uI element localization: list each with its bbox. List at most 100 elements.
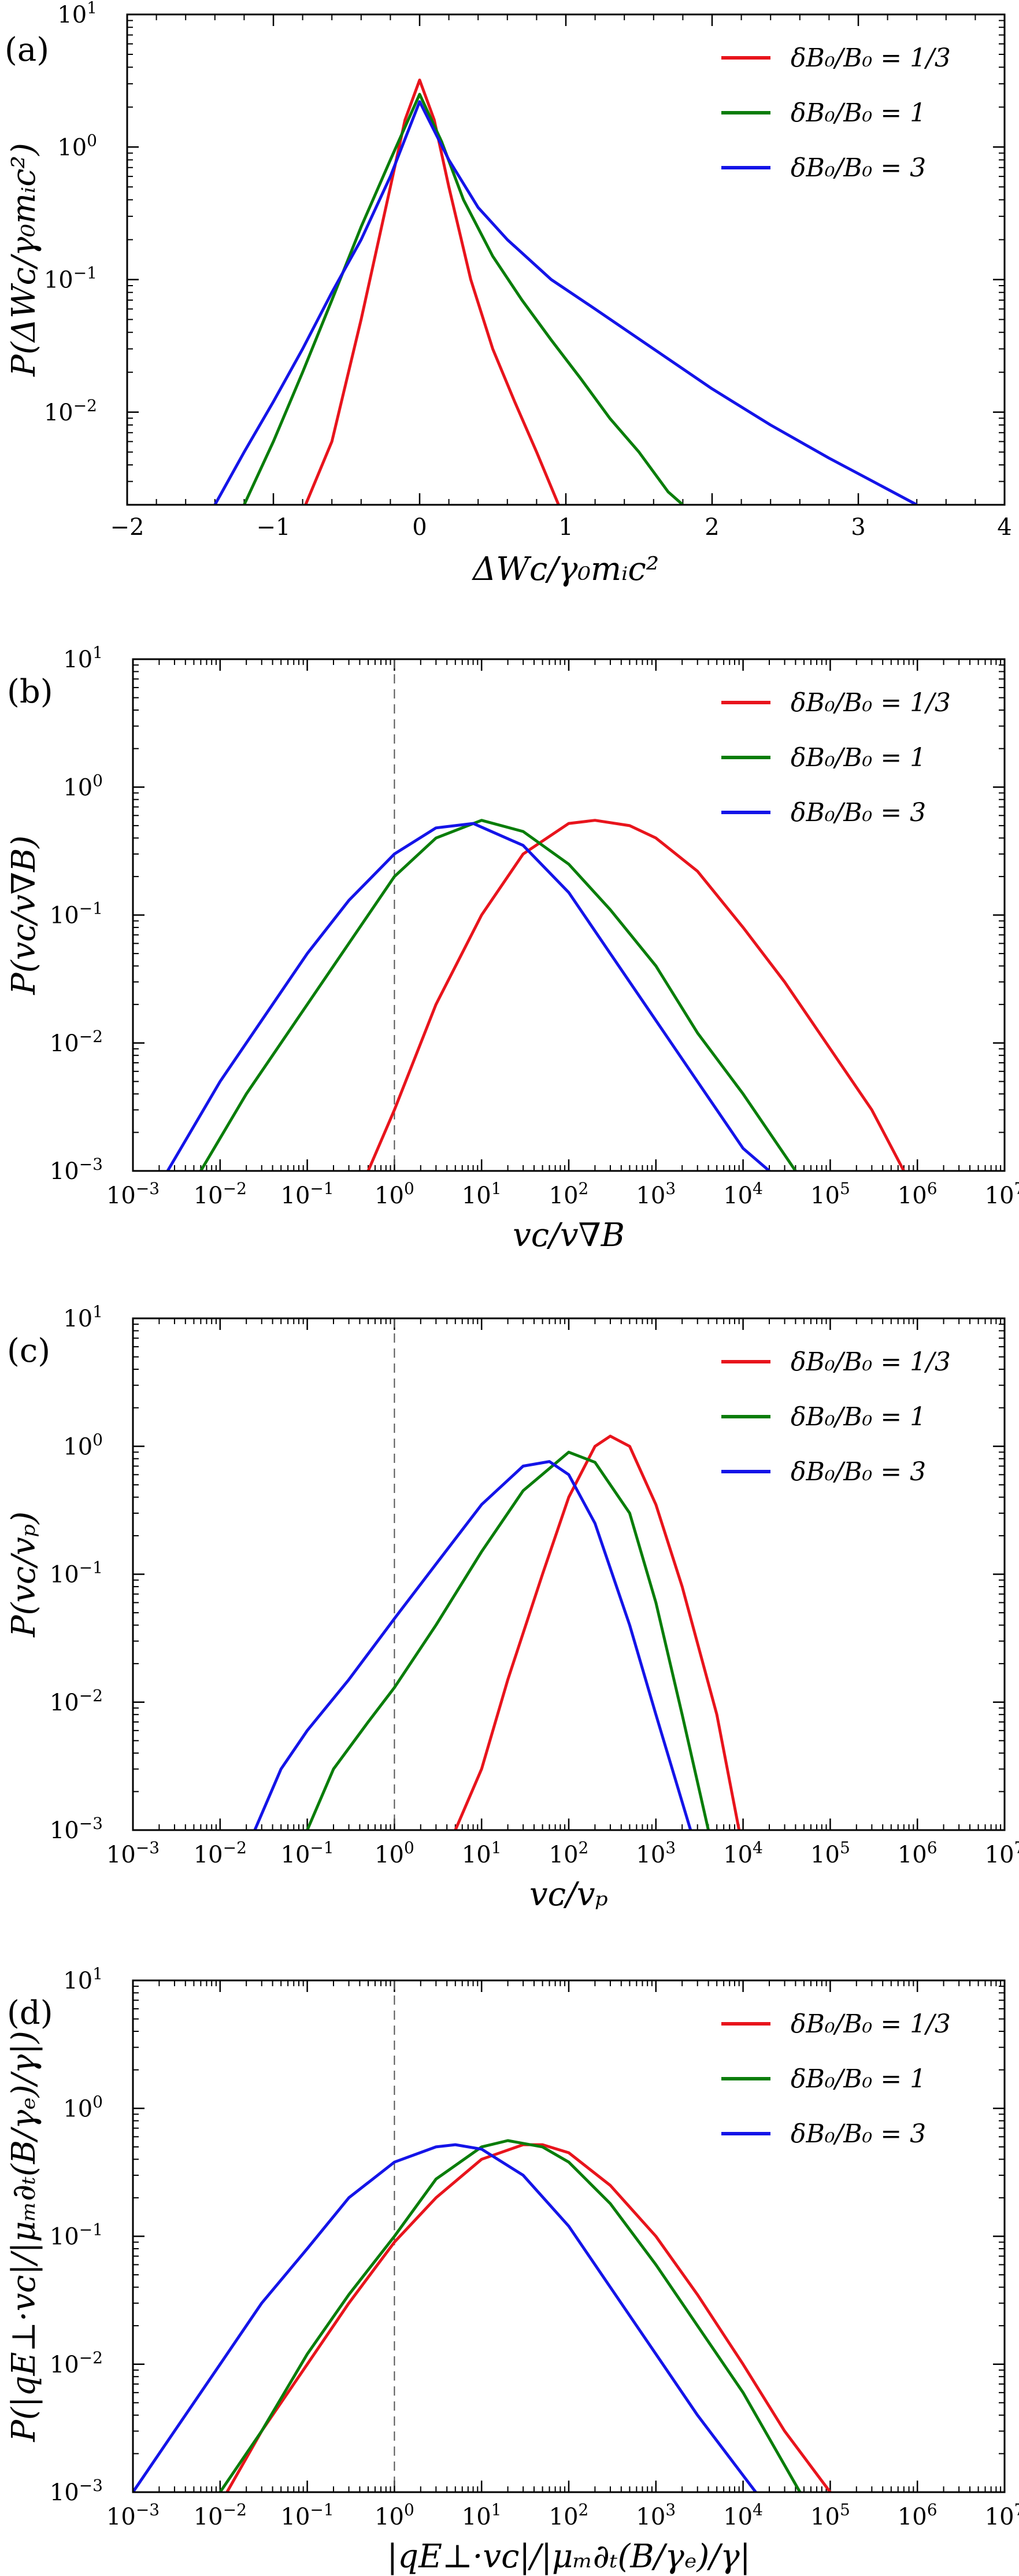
x-axis-label: ΔWᴄ/γ₀mᵢc² (472, 550, 659, 588)
x-tick-label: 101 (462, 1179, 502, 1209)
y-tick-label: 10−1 (50, 1558, 103, 1588)
legend-label: δB₀/B₀ = 1/3 (791, 2009, 951, 2039)
x-tick-label: 101 (462, 1838, 502, 1868)
x-axis-label: vᴄ/vₚ (529, 1876, 608, 1913)
x-tick-label: −2 (110, 514, 144, 541)
panel-a: −2 −1 0 1 2 3 4 10−2 10−1 100 101 δB₀/B₀ = 1/3 δB₀/B… (5, 0, 1012, 588)
x-tick-label: 1 (558, 514, 573, 541)
axes-frame (132, 658, 1006, 1172)
y-tick-label: 10−2 (50, 2348, 103, 2378)
x-tick-label: 104 (723, 2500, 763, 2530)
series-line-0 (454, 1435, 741, 1830)
x-tick-label: 104 (723, 1179, 763, 1209)
x-tick-label: −1 (257, 514, 291, 541)
axes-frame (132, 1979, 1006, 2493)
series-line-1 (243, 93, 684, 505)
x-tick-label: 4 (997, 514, 1011, 541)
x-tick-label: 103 (636, 2500, 676, 2530)
x-tick-label: 102 (549, 1179, 589, 1209)
axes-frame (126, 13, 1006, 506)
series-line-2 (166, 822, 770, 1171)
x-tick-label: 10−2 (194, 1838, 247, 1868)
y-axis-label: P(|qE⊥·vᴄ|/|μₘ∂ₜ(B/γₑ)/γ|) (5, 2031, 43, 2442)
series-line-0 (366, 819, 906, 1171)
legend-label: δB₀/B₀ = 1 (791, 98, 926, 128)
series-line-2 (213, 100, 918, 505)
x-tick-label: 101 (462, 2500, 502, 2530)
y-axis-label: P(vᴄ/v∇B) (5, 836, 43, 995)
y-tick-label: 100 (63, 2092, 103, 2122)
y-tick-label: 10−1 (44, 264, 97, 294)
x-tick-label: 103 (636, 1838, 676, 1868)
x-tick-label: 105 (810, 2500, 850, 2530)
x-tick-label: 10−3 (106, 1838, 160, 1868)
x-tick-label: 103 (636, 1179, 676, 1209)
x-tick-label: 10−1 (281, 1179, 334, 1209)
panel-d: 10−3 10−2 10−1 100 101 102 103 104 105 106 107 10−3… (5, 1964, 1019, 2575)
x-tick-label: 107 (985, 1838, 1019, 1868)
y-tick-label: 10−1 (50, 899, 103, 929)
legend-label: δB₀/B₀ = 1/3 (791, 688, 951, 718)
series-line-1 (199, 819, 797, 1171)
y-tick-label: 10−2 (50, 1686, 103, 1716)
x-tick-label: 100 (375, 1179, 414, 1209)
x-tick-label: 10−2 (194, 2500, 247, 2530)
x-tick-label: 3 (851, 514, 865, 541)
y-tick-label: 100 (63, 1430, 103, 1460)
panel-label: (a) (5, 31, 49, 69)
panel-b: 10−3 10−2 10−1 100 101 102 103 104 105 106 107 10−3… (5, 643, 1019, 1254)
x-tick-label: 107 (985, 1179, 1019, 1209)
legend-label: δB₀/B₀ = 1 (791, 743, 926, 773)
x-tick-label: 105 (810, 1838, 850, 1868)
x-tick-label: 100 (375, 2500, 414, 2530)
legend-label: δB₀/B₀ = 3 (791, 798, 926, 827)
x-axis-label: |qE⊥·vᴄ|/|μₘ∂ₜ(B/γₑ)/γ| (387, 2538, 750, 2575)
x-tick-label: 10−2 (194, 1179, 247, 1209)
axes-frame (132, 1317, 1006, 1831)
y-tick-label: 101 (57, 0, 97, 28)
x-tick-label: 10−3 (106, 2500, 160, 2530)
legend-label: δB₀/B₀ = 1 (791, 2064, 926, 2094)
y-tick-label: 101 (63, 1302, 103, 1332)
panel-label: (c) (7, 1332, 50, 1370)
legend-label: δB₀/B₀ = 1/3 (791, 1347, 951, 1377)
panel-label: (b) (7, 673, 53, 711)
y-tick-label: 10−1 (50, 2220, 103, 2250)
legend-label: δB₀/B₀ = 3 (791, 153, 926, 183)
legend-label: δB₀/B₀ = 3 (791, 1457, 926, 1487)
x-tick-label: 10−3 (106, 1179, 160, 1209)
y-tick-label: 101 (63, 1964, 103, 1994)
y-axis-label: P(ΔWᴄ/γ₀mᵢc²) (5, 143, 43, 377)
legend-label: δB₀/B₀ = 3 (791, 2119, 926, 2149)
x-tick-label: 100 (375, 1838, 414, 1868)
series-line-1 (218, 2139, 802, 2492)
legend-label: δB₀/B₀ = 1 (791, 1402, 926, 1432)
y-tick-label: 10−3 (50, 2476, 103, 2506)
y-tick-label: 100 (57, 131, 97, 161)
x-tick-label: 105 (810, 1179, 850, 1209)
y-tick-label: 101 (63, 643, 103, 673)
y-axis-label: P(vᴄ/vₚ) (5, 1511, 43, 1638)
x-tick-label: 107 (985, 2500, 1019, 2530)
y-tick-label: 10−3 (50, 1814, 103, 1844)
x-tick-label: 10−1 (281, 2500, 334, 2530)
x-tick-label: 106 (898, 2500, 938, 2530)
legend-label: δB₀/B₀ = 1/3 (791, 43, 951, 73)
y-tick-label: 10−3 (50, 1155, 103, 1185)
x-tick-label: 0 (412, 514, 427, 541)
series-line-2 (253, 1460, 692, 1830)
y-tick-label: 100 (63, 771, 103, 801)
panel-c: 10−3 10−2 10−1 100 101 102 103 104 105 106 107 10−3… (5, 1302, 1019, 1913)
x-tick-label: 104 (723, 1838, 763, 1868)
x-tick-label: 102 (549, 2500, 589, 2530)
x-tick-label: 106 (898, 1179, 938, 1209)
x-tick-label: 2 (705, 514, 719, 541)
series-line-0 (225, 2143, 832, 2492)
x-tick-label: 10−1 (281, 1838, 334, 1868)
series-line-1 (306, 1450, 710, 1830)
y-tick-label: 10−2 (50, 1027, 103, 1057)
y-tick-label: 10−2 (44, 396, 97, 426)
x-tick-label: 106 (898, 1838, 938, 1868)
x-tick-label: 102 (549, 1838, 589, 1868)
